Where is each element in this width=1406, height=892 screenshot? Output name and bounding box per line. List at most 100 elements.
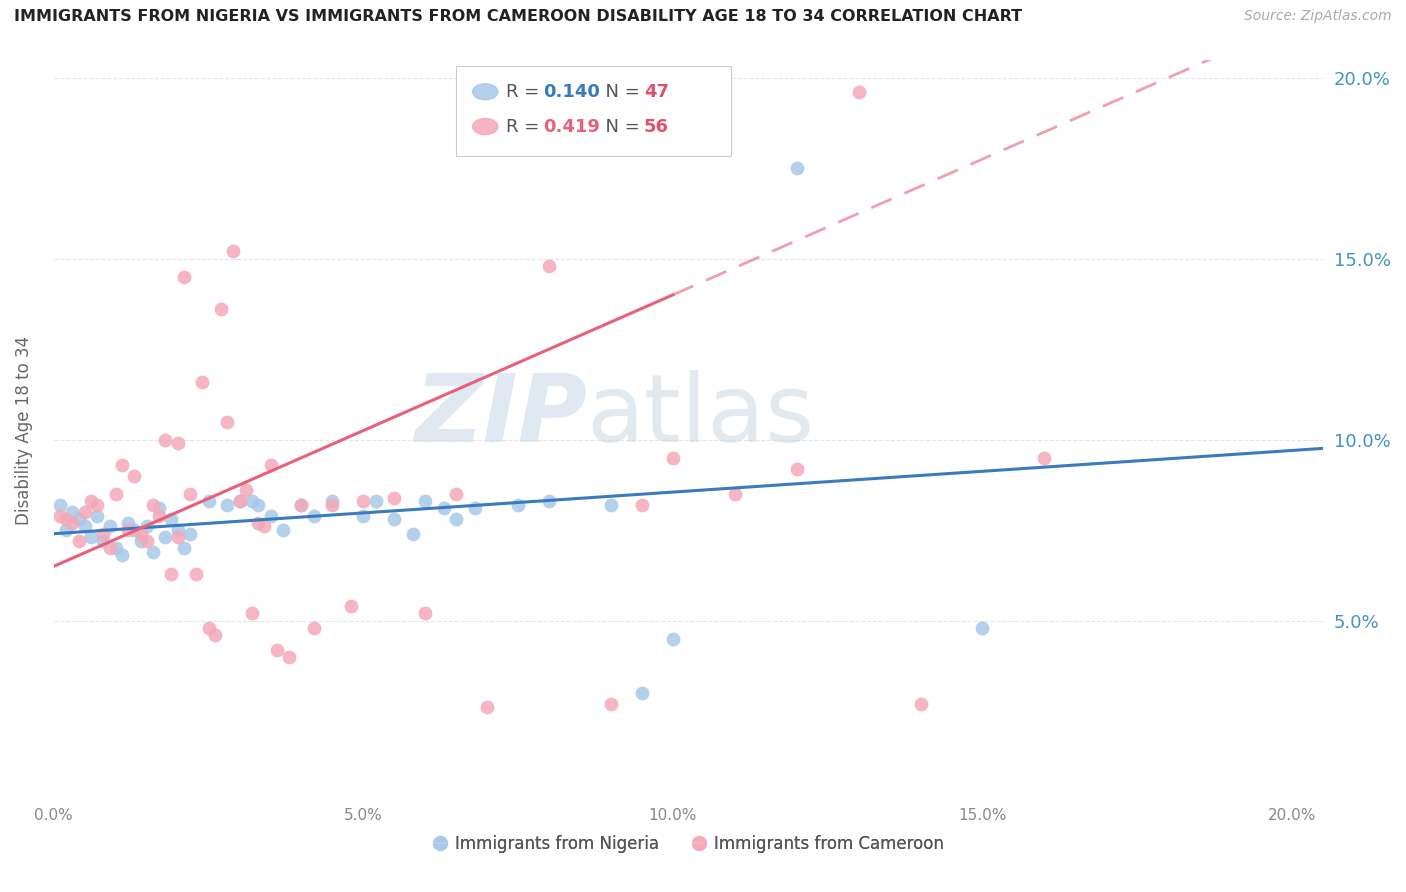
Point: [290, 498, 312, 512]
Point: [148, 501, 170, 516]
Point: [302, 621, 325, 635]
Text: Source: ZipAtlas.com: Source: ZipAtlas.com: [1244, 9, 1392, 23]
Point: [786, 461, 808, 475]
Text: ZIP: ZIP: [413, 369, 586, 462]
Text: 56: 56: [644, 118, 669, 136]
Text: R =: R =: [506, 118, 546, 136]
Point: [135, 533, 157, 548]
Point: [104, 487, 127, 501]
Point: [631, 686, 654, 700]
Y-axis label: Disability Age 18 to 34: Disability Age 18 to 34: [15, 336, 32, 525]
Point: [173, 541, 195, 556]
Point: [166, 530, 188, 544]
Point: [209, 302, 232, 317]
Point: [135, 519, 157, 533]
Point: [73, 519, 96, 533]
Point: [98, 519, 121, 533]
Point: [124, 468, 146, 483]
Text: 47: 47: [644, 83, 669, 101]
Text: IMMIGRANTS FROM NIGERIA VS IMMIGRANTS FROM CAMEROON DISABILITY AGE 18 TO 34 CORR: IMMIGRANTS FROM NIGERIA VS IMMIGRANTS FR…: [14, 9, 1022, 24]
Point: [67, 512, 90, 526]
Point: [786, 161, 808, 176]
Point: [271, 523, 294, 537]
Point: [413, 494, 436, 508]
Point: [124, 523, 146, 537]
Point: [217, 415, 239, 429]
Point: [160, 512, 183, 526]
Point: [60, 516, 83, 530]
Text: 0.419: 0.419: [543, 118, 600, 136]
Point: [321, 494, 343, 508]
Point: [631, 498, 654, 512]
Point: [186, 566, 208, 581]
Point: [352, 508, 374, 523]
Point: [222, 244, 245, 259]
Point: [247, 498, 270, 512]
Point: [662, 450, 685, 465]
Point: [80, 494, 103, 508]
Point: [60, 505, 83, 519]
Point: [321, 498, 343, 512]
Point: [302, 508, 325, 523]
Point: [155, 530, 177, 544]
Point: [433, 501, 456, 516]
Point: [191, 375, 214, 389]
Point: [49, 498, 72, 512]
Point: [444, 512, 467, 526]
Point: [55, 512, 77, 526]
Text: 0.140: 0.140: [543, 83, 600, 101]
Point: [402, 526, 425, 541]
Point: [538, 259, 561, 273]
Text: N =: N =: [593, 83, 645, 101]
Point: [475, 700, 498, 714]
Point: [538, 494, 561, 508]
Point: [111, 458, 134, 472]
Point: [382, 491, 405, 505]
Point: [49, 508, 72, 523]
Point: [910, 697, 932, 711]
Point: [382, 512, 405, 526]
Point: [129, 533, 152, 548]
Text: R =: R =: [506, 83, 546, 101]
Point: [179, 487, 201, 501]
Point: [86, 508, 108, 523]
Point: [228, 494, 250, 508]
Point: [247, 516, 270, 530]
Point: [600, 498, 623, 512]
Point: [67, 533, 90, 548]
Point: [73, 505, 96, 519]
Point: [129, 526, 152, 541]
Point: [93, 526, 115, 541]
Text: atlas: atlas: [586, 369, 815, 462]
Point: [352, 494, 374, 508]
Point: [117, 516, 139, 530]
Point: [166, 436, 188, 450]
Point: [413, 607, 436, 621]
Point: [600, 697, 623, 711]
Point: [240, 494, 263, 508]
Point: [259, 508, 281, 523]
Point: [444, 487, 467, 501]
Point: [724, 487, 747, 501]
Point: [155, 433, 177, 447]
Point: [972, 621, 994, 635]
Point: [848, 85, 870, 99]
Point: [340, 599, 363, 613]
Point: [364, 494, 387, 508]
Point: [166, 523, 188, 537]
Point: [111, 549, 134, 563]
Point: [1033, 450, 1056, 465]
Point: [80, 530, 103, 544]
Point: [290, 498, 312, 512]
Point: [93, 533, 115, 548]
Point: [197, 494, 219, 508]
Point: [464, 501, 486, 516]
Point: [86, 498, 108, 512]
Legend: Immigrants from Nigeria, Immigrants from Cameroon: Immigrants from Nigeria, Immigrants from…: [426, 829, 950, 860]
Point: [278, 649, 301, 664]
Point: [148, 508, 170, 523]
Point: [259, 458, 281, 472]
Point: [142, 498, 165, 512]
Point: [117, 523, 139, 537]
Point: [160, 566, 183, 581]
